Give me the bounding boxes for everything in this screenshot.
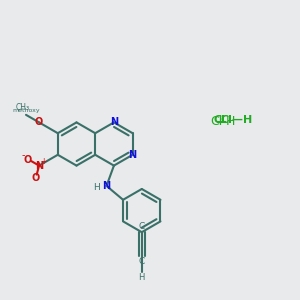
Text: N: N xyxy=(110,117,118,128)
Text: N: N xyxy=(103,181,111,191)
Text: C: C xyxy=(139,222,145,231)
Text: H: H xyxy=(226,115,235,128)
Text: O: O xyxy=(32,173,40,183)
Text: N: N xyxy=(129,150,137,160)
Text: C: C xyxy=(139,256,145,266)
Text: H: H xyxy=(139,273,145,282)
Text: N: N xyxy=(35,160,43,171)
Text: O: O xyxy=(35,117,43,128)
Text: -: - xyxy=(22,150,25,160)
Text: Cl: Cl xyxy=(210,115,222,128)
Text: CH₃: CH₃ xyxy=(16,103,30,112)
Text: O: O xyxy=(24,154,32,165)
Text: +: + xyxy=(40,157,47,166)
Text: Cl—H: Cl—H xyxy=(220,115,253,125)
Text: methoxy: methoxy xyxy=(12,108,40,113)
Text: Cl: Cl xyxy=(213,115,225,125)
Text: H: H xyxy=(93,183,100,192)
